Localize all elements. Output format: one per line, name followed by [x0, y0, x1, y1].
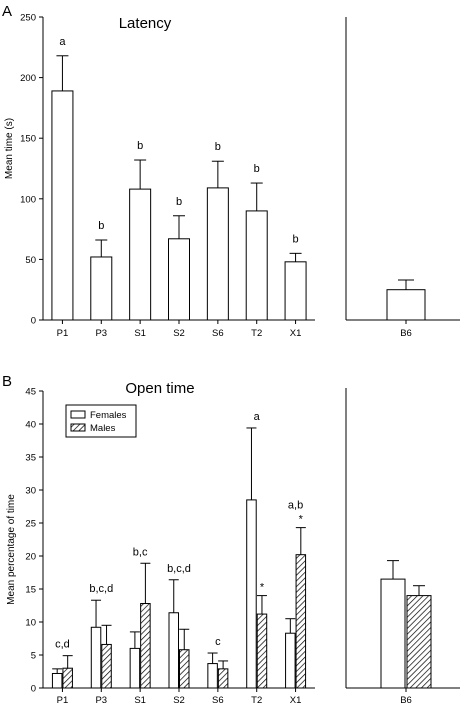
legend-swatch-females: [70, 410, 86, 419]
panel-a-category-X1: X1: [290, 328, 302, 339]
panel-b-annotation-S2: b,c,d: [167, 563, 191, 575]
panel-b-category-P1: P1: [57, 695, 69, 706]
panel-a-y-tick-label: 250: [20, 13, 36, 24]
panel-b-bar-females-T2: [246, 499, 257, 689]
panel-a-category-S1: S1: [134, 328, 146, 339]
panel-b-category-X1: X1: [290, 695, 302, 706]
panel-b-bar-females-P3: [90, 626, 102, 689]
panel-a-annotation-T2: b: [254, 163, 260, 175]
panel-b-y-axis-title: Mean percentage of time: [6, 494, 17, 605]
panel-a-y-tick-label: 200: [20, 73, 36, 84]
panel-a-category-T2: T2: [251, 328, 262, 339]
legend-label-females: Females: [90, 410, 127, 421]
panel-b-annotation-S1: b,c: [133, 546, 148, 558]
panel-b-category-S2: S2: [173, 695, 185, 706]
panel-a-category-P3: P3: [95, 328, 107, 339]
panel-b-category-P3: P3: [95, 695, 107, 706]
panel-a-category-B6: B6: [400, 328, 412, 339]
panel-a-category-S6: S6: [212, 328, 224, 339]
panel-b-bar-males-P1: [62, 667, 73, 689]
panel-a-annotation-S2: b: [176, 196, 182, 208]
panel-b-bar-males-S1: [140, 603, 151, 689]
legend-label-males: Males: [90, 423, 116, 434]
panel-b-y-tick-label: 35: [25, 453, 36, 464]
panel-b-annotation-P1: c,d: [55, 639, 70, 651]
panel-a-annotation-P3: b: [98, 220, 104, 232]
panel-b-category-S6: S6: [212, 695, 224, 706]
panel-b-annotation-S6: c: [215, 636, 221, 648]
panel-a-letter: A: [2, 3, 12, 20]
panel-b-category-B6: B6: [400, 695, 412, 706]
panel-b-bar-males-S6: [217, 668, 229, 689]
panel-b-bar-males-P3: [101, 643, 112, 689]
panel-b-bar-males-T2: [256, 613, 268, 689]
panel-b-bar-females-S6: [207, 663, 218, 689]
panel-a-bar-P3: [90, 256, 113, 321]
panel-b-y-tick-label: 40: [25, 420, 36, 431]
panel-a-category-P1: P1: [57, 328, 69, 339]
panel-a-bar-S6: [206, 187, 229, 321]
panel-b-category-S1: S1: [134, 695, 146, 706]
panel-a-category-S2: S2: [173, 328, 185, 339]
panel-a-y-tick-label: 150: [20, 134, 36, 145]
panel-b-bar-females-X1: [285, 632, 296, 689]
panel-a-y-tick-label: 100: [20, 194, 36, 205]
panel-a-title: Latency: [119, 15, 172, 32]
panel-a-bar-S2: [168, 238, 190, 321]
panel-b-y-tick-label: 20: [25, 552, 36, 563]
panel-b-male-marker-X1: *: [299, 514, 304, 526]
panel-a-bar-P1: [51, 90, 74, 321]
panel-b-bar-females-B6: [380, 578, 406, 689]
panel-b-annotation-T2: a: [254, 411, 261, 423]
panel-b-y-tick-label: 5: [31, 651, 36, 662]
panel-b-bar-males-X1: [295, 554, 307, 689]
panel-b-male-marker-T2: *: [260, 582, 265, 594]
panel-a-bar-X1: [284, 261, 307, 321]
panel-a-annotation-S1: b: [137, 140, 143, 152]
panel-a-bar-B6: [386, 289, 426, 321]
panel-b-bar-females-S2: [168, 612, 179, 689]
panel-b-bar-males-S2: [179, 649, 190, 689]
panel-a-bar-T2: [245, 210, 268, 321]
panel-b-y-tick-label: 0: [31, 684, 36, 695]
panel-b-y-tick-label: 45: [25, 387, 36, 398]
panel-b-bar-females-P1: [51, 672, 63, 689]
panel-a-annotation-P1: a: [59, 36, 66, 48]
panel-b-annotation-X1: a,b: [288, 500, 303, 512]
panel-b-letter: B: [2, 373, 12, 390]
legend-swatch-males: [70, 423, 86, 432]
panel-a-y-tick-label: 50: [25, 255, 36, 266]
panel-a-y-axis-title: Mean time (s): [4, 118, 15, 179]
panel-b-y-tick-label: 10: [25, 618, 36, 629]
panel-b-bar-males-B6: [406, 595, 432, 689]
panel-b-y-tick-label: 15: [25, 585, 36, 596]
panel-a-annotation-X1: b: [293, 233, 299, 245]
panel-a-annotation-S6: b: [215, 141, 221, 153]
panel-b-annotation-P3: b,c,d: [89, 583, 113, 595]
panel-b-legend-box: [65, 404, 137, 438]
panel-a-bar-S1: [129, 188, 152, 321]
panel-a-y-tick-label: 0: [31, 316, 36, 327]
panel-b-title: Open time: [125, 380, 194, 397]
panel-b-bar-females-S1: [129, 647, 141, 689]
panel-b-category-T2: T2: [251, 695, 262, 706]
panel-b-y-tick-label: 25: [25, 519, 36, 530]
panel-b-y-tick-label: 30: [25, 486, 36, 497]
